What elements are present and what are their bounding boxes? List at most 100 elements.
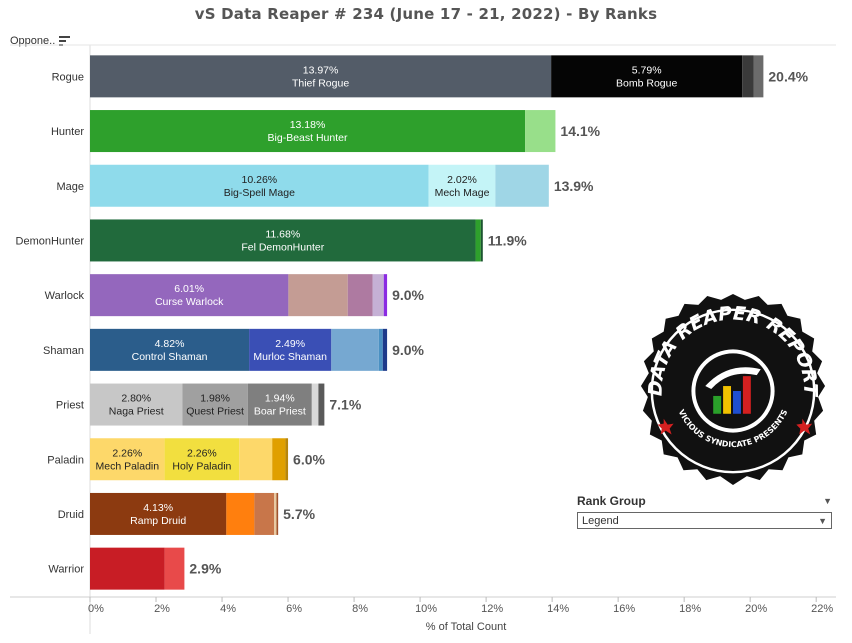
total-label: 5.7%: [283, 506, 315, 522]
segment-value-label: 4.13%: [143, 502, 173, 514]
segment-name-label: Bomb Rogue: [616, 77, 677, 89]
segment-value-label: 5.79%: [632, 64, 662, 76]
bar-segment: [249, 328, 332, 371]
total-label: 14.1%: [560, 123, 600, 139]
bar-segment: [495, 164, 549, 207]
segment-value-label: 6.01%: [174, 283, 204, 295]
bar-segment: [742, 55, 754, 98]
segment-name-label: Big-Beast Hunter: [268, 132, 348, 144]
bar-segment: [90, 492, 227, 535]
category-label: Priest: [56, 400, 84, 412]
x-tick-label: 18%: [679, 603, 701, 615]
total-label: 6.0%: [293, 451, 325, 467]
x-tick-label: 10%: [415, 603, 437, 615]
bar-row: DemonHunter 11.68%Fel DemonHunter 11.9%: [16, 219, 527, 262]
bar-segment: [90, 219, 476, 262]
segment-value-label: 11.68%: [265, 228, 300, 240]
segment-name-label: Quest Priest: [186, 406, 244, 418]
bar-segment: [90, 328, 250, 371]
category-label: DemonHunter: [16, 235, 85, 247]
bar-segment: [272, 438, 286, 481]
segment-value-label: 2.02%: [447, 174, 477, 186]
segment-name-label: Holy Paladin: [172, 460, 231, 472]
rank-group-select[interactable]: Legend ▼: [577, 512, 832, 529]
category-label: Rogue: [52, 71, 84, 83]
segment-value-label: 1.98%: [200, 393, 230, 405]
total-label: 2.9%: [189, 561, 221, 577]
bar-segment: [525, 110, 556, 153]
total-label: 9.0%: [392, 287, 424, 303]
bar-segment: [239, 438, 273, 481]
x-tick-label: 6%: [286, 603, 302, 615]
chevron-down-icon[interactable]: ▼: [823, 496, 832, 506]
segment-name-label: Ramp Druid: [130, 515, 186, 527]
bar-segment: [475, 219, 481, 262]
bar-segment: [383, 274, 388, 317]
bar-segment: [372, 274, 384, 317]
segment-name-label: Fel DemonHunter: [241, 241, 324, 253]
rank-group-value: Legend: [582, 514, 619, 527]
segment-name-label: Murloc Shaman: [253, 351, 327, 363]
category-label: Druid: [58, 509, 84, 521]
bar-segment: [90, 164, 429, 207]
bar-row: Druid 4.13%Ramp Druid 5.7%: [58, 492, 316, 535]
bar-segment: [254, 492, 275, 535]
segment-name-label: Naga Priest: [109, 406, 164, 418]
rank-group-filter: Rank Group ▼ Legend ▼: [577, 494, 832, 529]
bar-row: Hunter 13.18%Big-Beast Hunter 14.1%: [51, 110, 601, 153]
x-tick-label: 0%: [88, 603, 104, 615]
x-tick-label: 20%: [745, 603, 767, 615]
segment-name-label: Boar Priest: [254, 406, 306, 418]
category-label: Shaman: [43, 345, 84, 357]
bar-segment: [331, 328, 379, 371]
segment-value-label: 2.49%: [275, 338, 305, 350]
bar-segment: [480, 219, 483, 262]
bar-row: Warrior 2.9%: [48, 547, 222, 590]
bar-segment: [247, 383, 312, 426]
bar-segment: [428, 164, 496, 207]
segment-name-label: Thief Rogue: [292, 77, 349, 89]
x-tick-label: 8%: [352, 603, 368, 615]
segment-value-label: 2.80%: [121, 393, 151, 405]
category-label: Warlock: [45, 290, 85, 302]
bar-row: Shaman 4.82%Control Shaman 2.49%Murloc Sha…: [43, 328, 425, 371]
total-label: 9.0%: [392, 342, 424, 358]
segment-name-label: Control Shaman: [132, 351, 208, 363]
data-reaper-logo: DATA REAPER REPORT VICIOUS SYNDICATE PRE…: [640, 293, 826, 486]
category-label: Warrior: [48, 564, 84, 576]
bar-segment: [90, 110, 526, 153]
bar-segment: [285, 438, 289, 481]
bar-row: Warlock 6.01%Curse Warlock 9.0%: [45, 274, 425, 317]
bar-segment: [164, 438, 240, 481]
bar-row: Mage 10.26%Big-Spell Mage 2.02%Mech Mage 13…: [56, 164, 594, 207]
dropdown-arrow-icon: ▼: [818, 515, 827, 526]
chart-title: vS Data Reaper # 234 (June 17 - 21, 2022…: [194, 5, 658, 23]
bar-segment: [382, 328, 388, 371]
total-label: 11.9%: [488, 232, 527, 248]
column-header-label: Oppone..: [10, 35, 56, 47]
bar-segment: [551, 55, 743, 98]
segment-value-label: 2.26%: [112, 447, 142, 459]
segment-value-label: 2.26%: [187, 447, 217, 459]
rank-group-title: Rank Group: [577, 494, 646, 508]
bar-row: Priest 2.80%Naga Priest 1.98%Quest Priest 1…: [56, 383, 362, 426]
total-label: 7.1%: [329, 397, 361, 413]
bar-segment: [90, 438, 165, 481]
segment-value-label: 13.97%: [303, 64, 339, 76]
segment-name-label: Curse Warlock: [155, 296, 224, 308]
bar-segment: [164, 547, 185, 590]
bar-segment: [274, 492, 277, 535]
bar-segment: [311, 383, 319, 426]
bar-segment: [276, 492, 279, 535]
bar-segment: [347, 274, 373, 317]
bar-segment: [90, 55, 552, 98]
x-tick-label: 4%: [220, 603, 236, 615]
bar-segment: [90, 383, 183, 426]
bar-segment: [90, 274, 289, 317]
segment-name-label: Big-Spell Mage: [224, 187, 295, 199]
category-label: Mage: [56, 181, 84, 193]
segment-value-label: 13.18%: [290, 119, 326, 131]
segment-value-label: 10.26%: [242, 174, 278, 186]
